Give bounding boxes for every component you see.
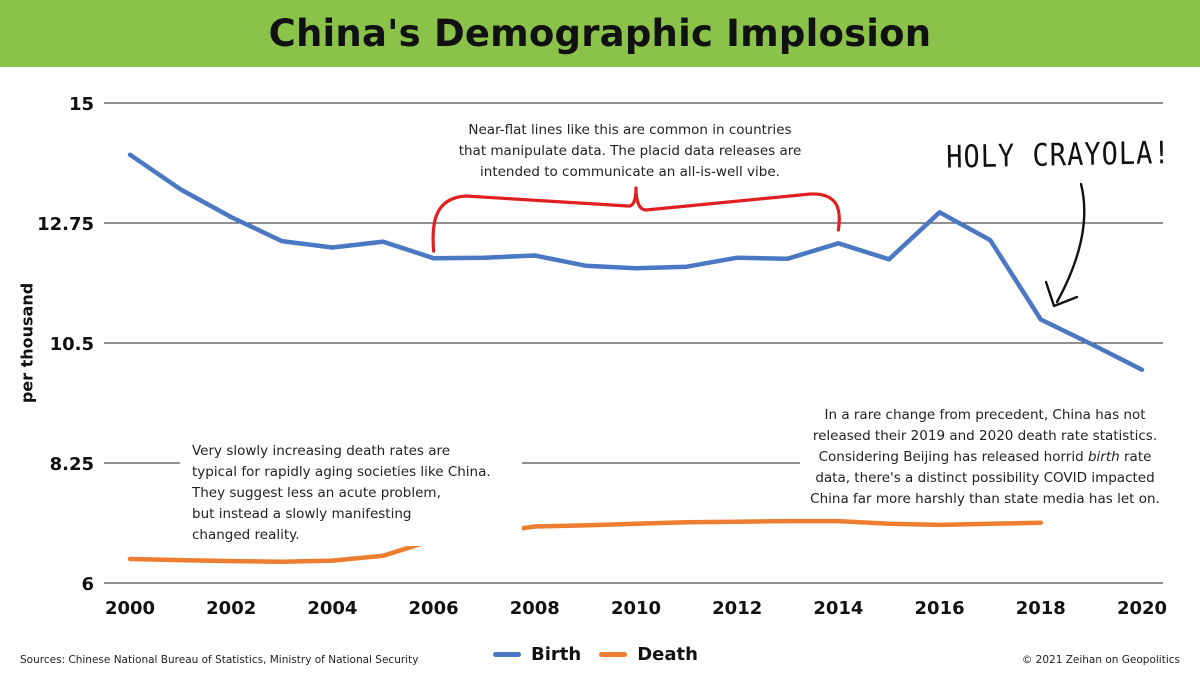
annotation-rare-change: In a rare change from precedent, China h… [800,405,1170,510]
title-banner: China's Demographic Implosion [0,0,1200,67]
y-tick-label: 6 [81,574,94,595]
legend-label-death: Death [637,644,698,665]
legend-item-death: Death [599,644,698,665]
legend-swatch-birth [493,652,521,657]
y-tick-label: 12.75 [37,214,94,235]
source-note: Sources: Chinese National Bureau of Stat… [20,654,419,666]
x-tick-label: 2014 [813,598,863,619]
annotation-holy-crayola: HOLY CRAYOLA! [946,135,1171,176]
legend: Birth Death [493,644,698,665]
legend-item-birth: Birth [493,644,581,665]
x-tick-label: 2010 [611,598,661,619]
annotation-line: Very slowly increasing death rates are [192,443,451,459]
annotation-line: typical for rapidly aging societies like… [192,464,491,480]
x-tick-label: 2006 [409,598,459,619]
x-tick-label: 2008 [510,598,560,619]
x-tick-label: 2000 [105,598,155,619]
x-tick-label: 2012 [712,598,762,619]
y-tick-label: 15 [69,94,94,115]
annotation-bracket [431,186,841,253]
chart-title: China's Demographic Implosion [268,12,932,55]
legend-swatch-death [599,652,628,657]
annotation-line: but instead a slowly manifesting [192,506,412,522]
series-line-death [127,518,1044,564]
y-tick-label: 8.25 [50,454,94,475]
annotation-line: changed reality. [192,527,300,543]
annotation-arrow [1055,182,1086,304]
annotation-line: Considering Beijing has released horrid … [818,449,1152,465]
x-tick-label: 2004 [307,598,357,619]
annotation-death-rates: Very slowly increasing death rates are t… [180,441,522,546]
annotation-line: China far more harshly than state media … [810,491,1160,507]
annotation-flat-lines: Near-flat lines like this are common in … [430,120,830,183]
annotation-line: intended to communicate an all-is-well v… [480,164,780,180]
x-tick-label: 2002 [206,598,256,619]
annotation-line: Near-flat lines like this are common in … [468,122,792,138]
x-tick-label: 2020 [1117,598,1167,619]
annotation-line: They suggest less an acute problem, [192,485,441,501]
x-tick-label: 2016 [915,598,965,619]
annotation-arrowhead [1044,280,1079,308]
annotation-line: released their 2019 and 2020 death rate … [812,428,1158,444]
y-tick-label: 10.5 [50,334,94,355]
legend-label-birth: Birth [531,644,582,665]
annotation-line: that manipulate data. The placid data re… [458,143,802,159]
series-line-birth [127,152,1145,372]
copyright-note: © 2021 Zeihan on Geopolitics [1021,654,1180,666]
annotation-line: In a rare change from precedent, China h… [824,407,1146,423]
y-axis-label: per thousand [17,282,37,404]
annotation-line: data, there's a distinct possibility COV… [815,470,1155,486]
x-tick-label: 2018 [1016,598,1066,619]
